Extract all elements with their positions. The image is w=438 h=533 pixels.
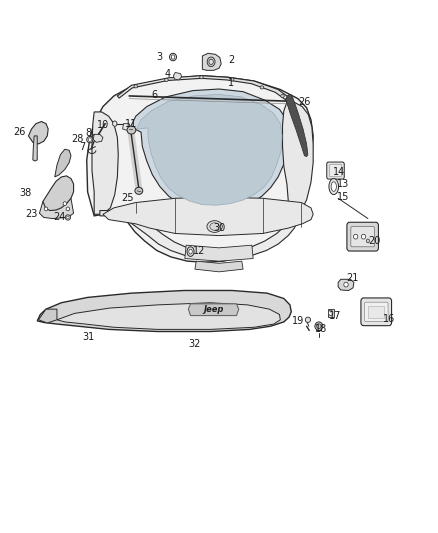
Polygon shape: [37, 290, 291, 332]
Polygon shape: [92, 112, 118, 214]
Text: 14: 14: [333, 167, 345, 176]
Text: 1: 1: [228, 78, 234, 87]
Text: 21: 21: [346, 273, 358, 283]
Ellipse shape: [230, 78, 234, 81]
Ellipse shape: [113, 121, 117, 126]
Ellipse shape: [63, 201, 67, 205]
Text: 26: 26: [298, 98, 310, 107]
Ellipse shape: [331, 182, 336, 191]
Ellipse shape: [187, 247, 194, 256]
Ellipse shape: [127, 126, 136, 134]
Text: 6: 6: [152, 90, 158, 100]
Polygon shape: [173, 72, 182, 80]
Text: 32: 32: [188, 339, 201, 349]
Ellipse shape: [171, 55, 175, 59]
Polygon shape: [55, 149, 71, 177]
Text: 11: 11: [125, 119, 137, 128]
FancyBboxPatch shape: [347, 222, 378, 251]
FancyBboxPatch shape: [351, 227, 374, 247]
Ellipse shape: [170, 53, 177, 61]
Ellipse shape: [210, 223, 219, 230]
Polygon shape: [39, 309, 57, 323]
Text: 28: 28: [72, 134, 84, 143]
Ellipse shape: [305, 317, 311, 322]
Ellipse shape: [65, 215, 71, 220]
Polygon shape: [117, 76, 293, 102]
Ellipse shape: [209, 59, 213, 64]
Polygon shape: [123, 124, 131, 131]
Polygon shape: [103, 197, 313, 236]
Text: 20: 20: [368, 236, 380, 246]
Text: 23: 23: [25, 209, 37, 219]
Polygon shape: [33, 136, 37, 161]
Polygon shape: [57, 303, 280, 329]
Text: 24: 24: [53, 213, 66, 222]
Ellipse shape: [67, 216, 69, 219]
Text: 16: 16: [383, 314, 396, 324]
Polygon shape: [202, 53, 221, 70]
Text: 38: 38: [19, 188, 32, 198]
Polygon shape: [185, 245, 253, 261]
Polygon shape: [43, 176, 74, 211]
Ellipse shape: [317, 324, 321, 328]
Ellipse shape: [260, 86, 264, 89]
Polygon shape: [87, 76, 313, 262]
Text: 17: 17: [328, 311, 341, 320]
Ellipse shape: [44, 207, 48, 211]
Text: 13: 13: [337, 179, 350, 189]
FancyBboxPatch shape: [364, 302, 388, 321]
Text: 25: 25: [121, 193, 134, 203]
Text: 18: 18: [314, 325, 327, 334]
Polygon shape: [137, 94, 282, 205]
FancyBboxPatch shape: [361, 298, 392, 326]
Polygon shape: [286, 94, 308, 157]
Ellipse shape: [366, 239, 369, 243]
Text: 7: 7: [79, 142, 85, 151]
Ellipse shape: [87, 136, 93, 143]
Ellipse shape: [189, 249, 192, 254]
Text: 10: 10: [97, 120, 110, 130]
Polygon shape: [39, 198, 74, 219]
Ellipse shape: [135, 187, 143, 194]
Ellipse shape: [315, 322, 323, 330]
FancyBboxPatch shape: [327, 162, 344, 179]
Text: 30: 30: [214, 223, 226, 233]
Ellipse shape: [328, 310, 333, 316]
Text: 26: 26: [13, 127, 25, 137]
Ellipse shape: [200, 76, 203, 79]
Polygon shape: [195, 261, 243, 272]
Polygon shape: [368, 306, 384, 318]
Polygon shape: [328, 309, 334, 317]
Text: 31: 31: [82, 332, 95, 342]
FancyBboxPatch shape: [329, 165, 342, 176]
Polygon shape: [131, 89, 289, 212]
Ellipse shape: [207, 57, 215, 67]
Ellipse shape: [66, 207, 70, 211]
Ellipse shape: [361, 235, 366, 239]
Polygon shape: [28, 122, 48, 144]
Text: 4: 4: [165, 69, 171, 78]
Text: 8: 8: [86, 128, 92, 138]
Text: 19: 19: [292, 316, 304, 326]
Polygon shape: [100, 208, 301, 259]
Polygon shape: [188, 304, 239, 316]
Polygon shape: [93, 134, 103, 142]
Ellipse shape: [281, 94, 284, 98]
Polygon shape: [338, 279, 354, 290]
Ellipse shape: [344, 282, 348, 287]
Text: 15: 15: [337, 192, 350, 202]
Text: Jeep: Jeep: [204, 305, 224, 314]
Polygon shape: [283, 102, 313, 214]
Ellipse shape: [165, 78, 168, 82]
Text: 2: 2: [228, 55, 234, 64]
Ellipse shape: [353, 235, 358, 239]
Text: 12: 12: [193, 246, 205, 255]
Text: 3: 3: [156, 52, 162, 62]
Ellipse shape: [207, 221, 222, 232]
Ellipse shape: [134, 85, 138, 88]
Ellipse shape: [329, 179, 339, 195]
Ellipse shape: [88, 138, 91, 142]
